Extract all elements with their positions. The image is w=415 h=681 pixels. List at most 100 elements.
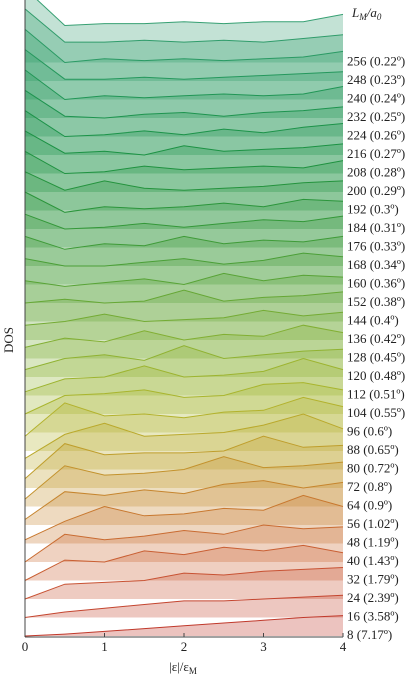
series-label: 256 (0.22º): [347, 53, 405, 68]
row-band: [25, 393, 343, 396]
dos-curve: [24, 130, 344, 156]
dos-area: [25, 495, 343, 544]
series-label: 240 (0.24º): [347, 90, 405, 105]
series-label: 176 (0.33º): [347, 238, 405, 253]
series-label: 160 (0.36º): [347, 275, 405, 290]
dos-curve: [24, 435, 344, 480]
dos-area: [25, 236, 343, 285]
dos-curve: [24, 480, 344, 520]
row-band: [25, 60, 343, 63]
series-label: 56 (1.02º): [347, 516, 399, 531]
row-band: [25, 412, 343, 414]
x-axis-label-main: |ε|/ε: [169, 659, 189, 674]
series-label: 16 (3.58º): [347, 608, 399, 623]
dos-area: [25, 8, 343, 81]
series-label: 168 (0.34º): [347, 257, 405, 272]
dos-curve: [24, 324, 344, 348]
dos-area: [25, 345, 343, 396]
dos-curve: [24, 289, 344, 304]
row-band: [25, 449, 343, 451]
series-label: 120 (0.48º): [347, 368, 405, 383]
row-band: [25, 486, 343, 488]
dos-curve: [24, 345, 344, 371]
series-label: 200 (0.29º): [347, 183, 405, 198]
row-band: [25, 338, 343, 340]
series-label: 72 (0.8º): [347, 479, 392, 494]
dos-curve: [24, 615, 344, 637]
row-band: [25, 301, 343, 303]
dos-area: [25, 525, 343, 562]
dos-curve: [24, 396, 344, 437]
dos-area: [25, 382, 343, 433]
x-tick-label: 1: [101, 639, 108, 654]
row-band: [25, 319, 343, 322]
row-band: [25, 597, 343, 599]
dos-area: [25, 110, 343, 174]
series-label: 64 (0.9º): [347, 497, 392, 512]
row-band: [25, 79, 343, 81]
dos-curve: [24, 309, 344, 326]
row-band: [25, 560, 343, 562]
dos-curve: [24, 8, 344, 43]
row-band: [25, 264, 343, 266]
dos-curve: [24, 28, 344, 64]
x-tick-label: 2: [181, 639, 188, 654]
dos-curve: [24, 494, 344, 541]
row-band: [25, 134, 343, 137]
legend-title: LM/a0: [351, 5, 382, 22]
dos-curve: [24, 69, 344, 101]
row-band: [25, 375, 343, 377]
row-band: [25, 227, 343, 229]
series-label: 80 (0.72º): [347, 460, 399, 475]
series-label: 208 (0.28º): [347, 164, 405, 179]
dos-curve: [24, 110, 344, 138]
row-band: [25, 208, 343, 211]
dos-curve: [24, 171, 344, 191]
row-band: [25, 190, 343, 192]
dos-area: [25, 480, 343, 525]
dos-curve: [24, 235, 344, 250]
row-band: [25, 153, 343, 155]
dos-area: [25, 567, 343, 599]
series-label: 232 (0.25º): [347, 109, 405, 124]
dos-area: [25, 69, 343, 137]
series-label: 8 (7.17º): [347, 627, 392, 642]
dos-curve: [24, 524, 344, 563]
series-label: 48 (1.19º): [347, 534, 399, 549]
row-band: [25, 171, 343, 174]
series-label: 136 (0.42º): [347, 331, 405, 346]
dos-area: [25, 290, 343, 340]
series-label: 248 (0.23º): [347, 72, 405, 87]
series-label: 152 (0.38º): [347, 294, 405, 309]
row-band: [25, 615, 343, 618]
series-label: 24 (2.39º): [347, 590, 399, 605]
dos-area: [25, 358, 343, 414]
dos-area: [25, 171, 343, 229]
x-axis-label-sub: M: [189, 666, 197, 676]
series-label: 128 (0.45º): [347, 349, 405, 364]
series-label: 216 (0.27º): [347, 146, 405, 161]
row-band: [25, 97, 343, 100]
dos-curve: [24, 382, 344, 415]
dos-curve: [24, 191, 344, 213]
dos-curve: [36, 0, 344, 27]
dos-curve: [24, 456, 344, 500]
row-band: [25, 504, 343, 507]
dos-curve: [24, 357, 344, 393]
row-band: [25, 356, 343, 359]
legend-title-mid: /a: [366, 5, 378, 20]
dos-curve: [24, 272, 344, 287]
dos-area: [25, 90, 343, 155]
dos-area: [25, 192, 343, 248]
dos-curve: [24, 150, 344, 175]
legend-title-sub2: 0: [377, 12, 382, 22]
x-axis-label: |ε|/εM: [169, 659, 197, 676]
row-band: [25, 245, 343, 248]
dos-area: [25, 214, 343, 266]
y-axis-label: DOS: [1, 327, 16, 353]
x-tick-label: 0: [22, 639, 29, 654]
dos-area: [25, 414, 343, 470]
dos-area: [25, 0, 343, 63]
dos-area: [25, 49, 343, 118]
